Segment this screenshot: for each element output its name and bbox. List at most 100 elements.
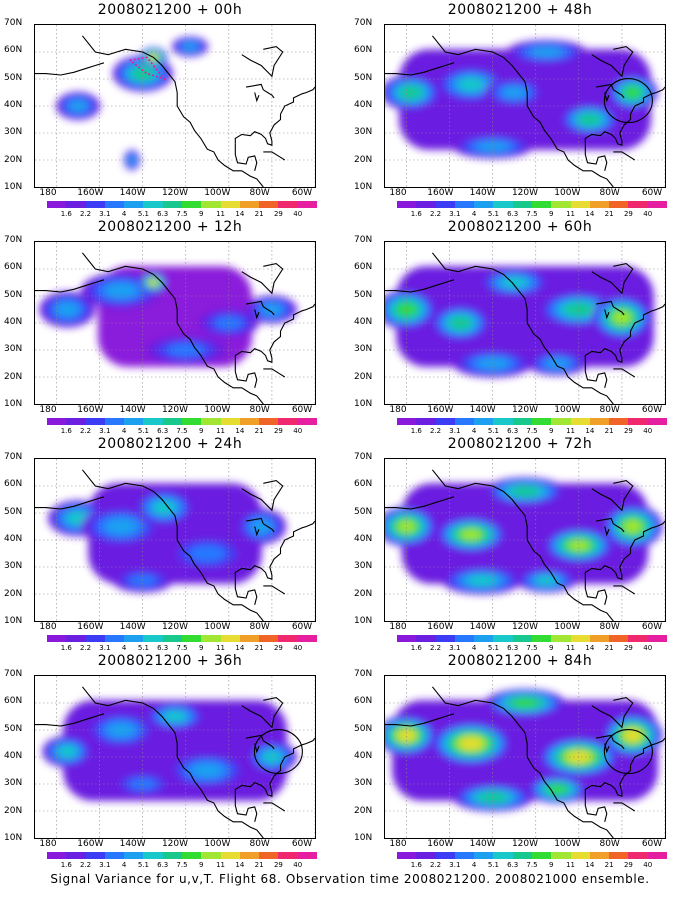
colorbar-label: 7.5 [176, 210, 188, 218]
colorbar-label: 14 [585, 861, 595, 869]
colorbar-label: 2.2 [429, 644, 442, 652]
colorbar-swatch [493, 201, 513, 208]
colorbar-label: 3.1 [99, 861, 111, 869]
colorbar-swatch [551, 852, 571, 859]
map-panel: 2008021200 + 72h 70N 60N 50N 40N 30N 20N 10N 180… [350, 436, 690, 652]
lon-tick-label: 180 [39, 622, 57, 632]
lat-tick-label: 20N [4, 805, 23, 816]
colorbar-label: 29 [623, 427, 633, 435]
coastline [263, 802, 286, 812]
colorbar-swatch [278, 852, 298, 859]
colorbar-label: 1.6 [60, 644, 72, 652]
colorbar-swatch [628, 852, 648, 859]
coastline [584, 143, 608, 171]
colorbar-swatch [531, 852, 552, 859]
colorbar-label: 6.3 [157, 861, 169, 869]
lat-tick-label: 40N [354, 751, 373, 761]
colorbar-label: 9 [549, 644, 554, 652]
coastline [385, 713, 455, 727]
variance-contour [56, 302, 79, 317]
lat-tick-label: 60N [4, 262, 23, 273]
colorbar-swatch [124, 418, 144, 425]
lat-tick-label: 50N [4, 723, 23, 734]
coastline [613, 802, 636, 812]
colorbar-label: 40 [293, 861, 303, 869]
coastline [254, 92, 260, 103]
colorbar-label: 6.3 [507, 427, 519, 435]
colorbar-label: 2.2 [79, 427, 92, 435]
lat-tick-label: 30N [4, 778, 23, 789]
colorbar-label: 7.5 [176, 861, 188, 869]
coastline [591, 263, 634, 295]
lon-tick-label: 80W [249, 405, 270, 415]
colorbar-label: 9 [199, 644, 204, 652]
colorbar-label: 4 [121, 427, 127, 435]
figure-caption: Signal Variance for u,v,T. Flight 68. Ob… [50, 872, 650, 886]
map-plot-area [384, 241, 666, 405]
colorbar-swatch [66, 201, 86, 208]
colorbar-label: 4 [471, 861, 477, 869]
coastline [584, 737, 665, 797]
colorbar-swatch [104, 635, 125, 642]
lon-tick-label: 120W [161, 188, 189, 198]
colorbar-label: 9 [549, 861, 554, 869]
coastline [431, 469, 614, 621]
lat-tick-label: 60N [4, 479, 23, 490]
coastline [604, 309, 610, 320]
map-panel: 2008021200 + 84h 70N 60N 50N 40N 30N 20N 10N 180… [350, 653, 690, 869]
colorbar-swatch [66, 418, 86, 425]
colorbar-label: 3.1 [99, 210, 111, 218]
lon-tick-label: 140W [469, 839, 496, 849]
colorbar-swatch [551, 635, 571, 642]
coastline [234, 737, 315, 797]
colorbar-label: 5.1 [487, 427, 499, 435]
colorbar-label: 4 [121, 861, 127, 869]
colorbar-label: 14 [235, 210, 245, 218]
lon-tick-label: 100W [554, 839, 581, 849]
colorbar-swatch [143, 635, 163, 642]
lon-tick-label: 160W [77, 405, 104, 415]
lat-tick-label: 50N [4, 72, 23, 83]
colorbar-swatch [435, 418, 455, 425]
coastline [234, 794, 258, 822]
lon-tick-label: 60W [291, 839, 313, 849]
coastline [35, 713, 105, 727]
colorbar-swatch [512, 418, 532, 425]
colorbar-swatch [124, 201, 144, 208]
map-plot-area [384, 458, 666, 622]
colorbar [397, 635, 667, 642]
colorbar-swatch [512, 201, 532, 208]
lon-tick-label: 100W [204, 622, 231, 632]
colorbar-label: 4 [471, 210, 477, 218]
map-panel: 2008021200 + 36h 70N 60N 50N 40N 30N 20N 10N 180… [0, 653, 340, 869]
variance-contour [400, 86, 421, 99]
colorbar-label: 6.3 [507, 210, 519, 218]
colorbar-label: 11 [566, 210, 576, 218]
lat-tick-label: 40N [354, 100, 373, 110]
colorbar-swatch [628, 418, 648, 425]
lat-tick-label: 50N [354, 72, 373, 83]
colorbar-swatch [47, 852, 67, 859]
colorbar-label: 5.1 [487, 644, 499, 652]
colorbar-swatch [397, 635, 417, 642]
lat-tick-label: 30N [4, 344, 23, 355]
colorbar-label: 29 [623, 861, 633, 869]
colorbar-label: 29 [273, 861, 283, 869]
colorbar-swatch [297, 418, 317, 425]
lat-tick-label: 40N [4, 534, 23, 544]
coastline [81, 252, 264, 404]
colorbar-swatch [647, 852, 667, 859]
colorbar-swatch [239, 418, 260, 425]
lat-tick-label: 40N [354, 317, 373, 327]
coastline [241, 263, 284, 295]
lon-tick-label: 160W [427, 622, 454, 632]
variance-map [385, 242, 665, 404]
colorbar-swatch [220, 852, 240, 859]
lat-tick-label: 70N [4, 235, 23, 245]
coastline [431, 252, 614, 404]
colorbar-swatch [570, 852, 590, 859]
lon-tick-label: 100W [204, 405, 231, 415]
lon-tick-label: 180 [39, 405, 57, 415]
colorbar-swatch [416, 852, 436, 859]
colorbar-swatch [474, 418, 494, 425]
